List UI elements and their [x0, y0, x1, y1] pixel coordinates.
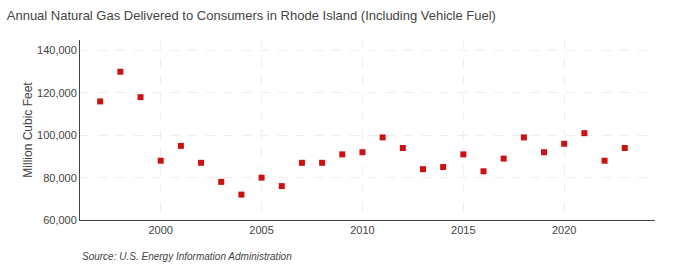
- svg-text:Million Cubic Feet: Million Cubic Feet: [21, 82, 35, 178]
- svg-text:120,000: 120,000: [37, 87, 77, 99]
- svg-text:2020: 2020: [552, 224, 576, 236]
- svg-text:Annual Natural Gas Delivered t: Annual Natural Gas Delivered to Consumer…: [7, 8, 496, 23]
- svg-text:140,000: 140,000: [37, 44, 77, 56]
- svg-text:80,000: 80,000: [43, 172, 77, 184]
- svg-text:100,000: 100,000: [37, 129, 77, 141]
- svg-text:Source: U.S. Energy Informatio: Source: U.S. Energy Information Administ…: [82, 251, 292, 262]
- svg-text:2005: 2005: [249, 224, 273, 236]
- svg-text:2010: 2010: [350, 224, 374, 236]
- svg-text:60,000: 60,000: [43, 214, 77, 226]
- svg-text:2015: 2015: [451, 224, 475, 236]
- svg-text:2000: 2000: [148, 224, 172, 236]
